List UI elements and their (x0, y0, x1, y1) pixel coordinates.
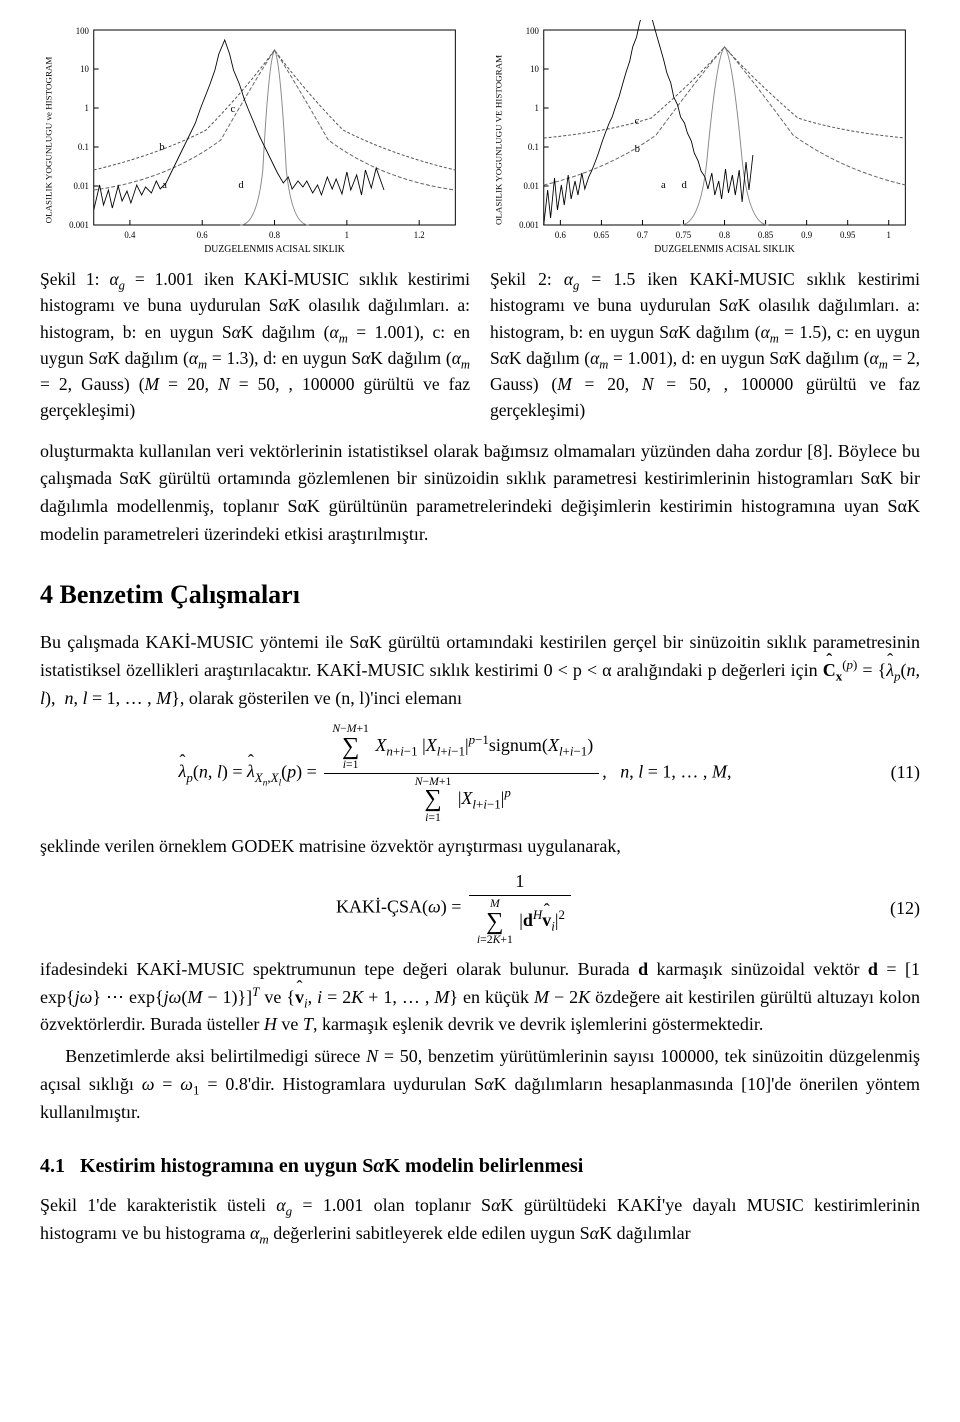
svg-text:0.01: 0.01 (74, 181, 89, 191)
subsection-4-1-heading: 4.1 Kestirim histogramına en uygun SαK m… (40, 1151, 920, 1182)
para-b-tail: , olarak gösterilen ve (n, l)'inci elema… (180, 688, 462, 708)
svg-text:0.1: 0.1 (78, 142, 89, 152)
svg-text:0.6: 0.6 (197, 230, 209, 240)
svg-text:1: 1 (84, 103, 88, 113)
svg-text:1: 1 (534, 103, 538, 113)
equation-12: KAKİ-ÇSA(ω) = 1 M∑i=2K+1 |dHvi|2 (12) (40, 871, 920, 945)
svg-text:0.001: 0.001 (69, 220, 89, 230)
svg-text:0.001: 0.001 (519, 220, 539, 230)
svg-text:b: b (635, 143, 641, 155)
svg-text:1: 1 (887, 230, 891, 240)
svg-text:0.01: 0.01 (524, 181, 539, 191)
fig2-ylabel: OLASILIK YOGUNLUGU VE HISTOGRAM (494, 55, 504, 225)
svg-text:0.95: 0.95 (840, 230, 856, 240)
svg-text:10: 10 (530, 64, 539, 74)
eq11-tail: şeklinde verilen örneklem GODEK matrisin… (40, 833, 920, 861)
figure-2: OLASILIK YOGUNLUGU VE HISTOGRAM 100 10 1… (490, 20, 920, 424)
para-subsection-41: Şekil 1'de karakteristik üsteli αg = 1.0… (40, 1192, 920, 1248)
svg-text:1: 1 (345, 230, 349, 240)
equation-11-body: λp(n, l) = λXn,Xl(p) = N−M+1∑i=1 Xn+i−1 … (40, 723, 870, 823)
svg-text:0.75: 0.75 (676, 230, 692, 240)
svg-text:0.85: 0.85 (758, 230, 774, 240)
para-section4-intro: Bu çalışmada KAKİ-MUSIC yöntemi ile SαK … (40, 629, 920, 713)
para-after-eq12: ifadesindeki KAKİ-MUSIC spektrumunun tep… (40, 956, 920, 1040)
figure-1-chart: OLASILIK YOGUNLUGU ve HISTOGRAM 100 10 1… (40, 20, 470, 260)
figure-2-chart: OLASILIK YOGUNLUGU VE HISTOGRAM 100 10 1… (490, 20, 920, 260)
figures-row: OLASILIK YOGUNLUGU ve HISTOGRAM 100 10 1… (40, 20, 920, 424)
svg-text:c: c (231, 103, 236, 115)
svg-text:0.8: 0.8 (719, 230, 731, 240)
svg-text:10: 10 (80, 64, 89, 74)
equation-11: λp(n, l) = λXn,Xl(p) = N−M+1∑i=1 Xn+i−1 … (40, 723, 920, 823)
svg-text:d: d (682, 179, 688, 191)
svg-text:a: a (162, 179, 167, 191)
svg-text:0.1: 0.1 (528, 142, 539, 152)
fig2-xlabel: DUZGELENMIS ACISAL SIKLIK (654, 244, 795, 255)
equation-11-number: (11) (870, 759, 920, 787)
svg-text:1.2: 1.2 (414, 230, 425, 240)
figure-1: OLASILIK YOGUNLUGU ve HISTOGRAM 100 10 1… (40, 20, 470, 424)
svg-text:c: c (635, 115, 640, 127)
fig1-ylabel: OLASILIK YOGUNLUGU ve HISTOGRAM (44, 56, 54, 223)
svg-text:b: b (159, 141, 165, 153)
section-4-heading: 4 Benzetim Çalışmaları (40, 575, 920, 615)
equation-12-number: (12) (870, 895, 920, 923)
svg-text:100: 100 (76, 26, 90, 36)
svg-text:0.4: 0.4 (124, 230, 136, 240)
para-sim-params: Benzetimlerde aksi belirtilmedigi sürece… (40, 1043, 920, 1127)
figure-1-caption: Şekil 1: αg = 1.001 iken KAKİ-MUSIC sıkl… (40, 266, 470, 424)
svg-text:0.7: 0.7 (637, 230, 649, 240)
svg-text:a: a (661, 179, 666, 191)
fig1-xlabel: DUZGELENMIS ACISAL SIKLIK (204, 244, 345, 255)
svg-text:100: 100 (526, 26, 540, 36)
figure-2-caption: Şekil 2: αg = 1.5 iken KAKİ-MUSIC sıklık… (490, 266, 920, 424)
equation-12-body: KAKİ-ÇSA(ω) = 1 M∑i=2K+1 |dHvi|2 (40, 871, 870, 945)
para-b-text: Bu çalışmada KAKİ-MUSIC yöntemi ile SαK … (40, 632, 920, 680)
svg-text:0.6: 0.6 (555, 230, 567, 240)
svg-text:d: d (238, 179, 244, 191)
para-lead: oluşturmakta kullanılan veri vektörlerin… (40, 438, 920, 550)
svg-text:0.65: 0.65 (594, 230, 610, 240)
svg-text:0.8: 0.8 (269, 230, 281, 240)
svg-text:0.9: 0.9 (801, 230, 813, 240)
